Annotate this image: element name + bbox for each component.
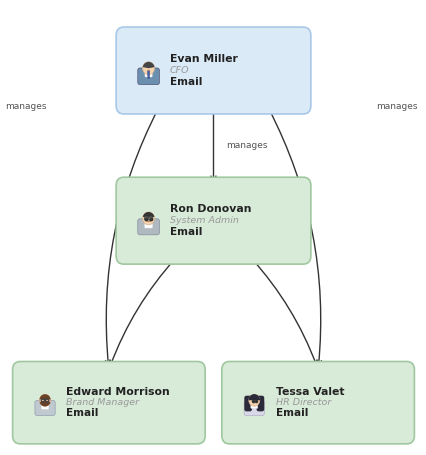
Wedge shape	[142, 212, 154, 218]
FancyBboxPatch shape	[116, 27, 310, 114]
FancyBboxPatch shape	[146, 67, 150, 72]
Text: System Admin: System Admin	[170, 216, 238, 225]
Circle shape	[40, 394, 50, 406]
Text: manages: manages	[226, 141, 267, 150]
Circle shape	[248, 394, 259, 406]
Wedge shape	[142, 62, 154, 68]
Wedge shape	[39, 394, 51, 400]
Text: Evan Miller: Evan Miller	[170, 54, 237, 64]
FancyBboxPatch shape	[256, 396, 264, 411]
FancyBboxPatch shape	[41, 401, 49, 409]
Text: CFO: CFO	[170, 66, 189, 75]
FancyBboxPatch shape	[35, 400, 55, 415]
FancyBboxPatch shape	[138, 68, 159, 85]
Text: Email: Email	[170, 227, 202, 237]
Text: Email: Email	[170, 77, 202, 87]
FancyBboxPatch shape	[244, 396, 251, 411]
Text: Edward Morrison: Edward Morrison	[66, 387, 170, 397]
Wedge shape	[40, 400, 50, 406]
Text: Email: Email	[66, 408, 98, 418]
FancyBboxPatch shape	[250, 402, 257, 409]
FancyBboxPatch shape	[13, 361, 204, 444]
Wedge shape	[248, 394, 259, 400]
FancyBboxPatch shape	[116, 177, 310, 264]
FancyBboxPatch shape	[144, 69, 152, 77]
Text: HR Director: HR Director	[275, 398, 330, 407]
Text: Brand Manager: Brand Manager	[66, 398, 139, 407]
Polygon shape	[147, 71, 149, 79]
FancyBboxPatch shape	[138, 219, 159, 235]
Text: Tessa Valet: Tessa Valet	[275, 387, 343, 397]
Circle shape	[142, 212, 154, 225]
Text: manages: manages	[375, 102, 417, 111]
Text: Email: Email	[275, 408, 307, 418]
FancyBboxPatch shape	[43, 399, 47, 404]
Text: Ron Donovan: Ron Donovan	[170, 204, 251, 214]
Circle shape	[142, 62, 154, 75]
Text: manages: manages	[5, 102, 46, 111]
FancyBboxPatch shape	[244, 400, 264, 415]
FancyBboxPatch shape	[146, 217, 150, 222]
FancyBboxPatch shape	[144, 220, 152, 228]
FancyBboxPatch shape	[252, 399, 256, 404]
FancyBboxPatch shape	[222, 361, 413, 444]
